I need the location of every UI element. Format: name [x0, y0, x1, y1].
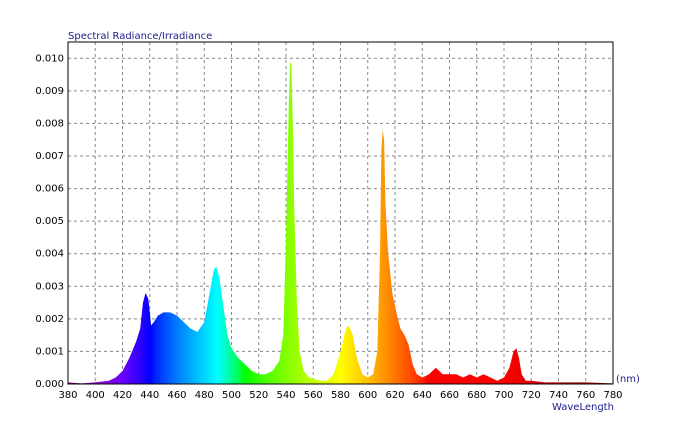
y-tick-label: 0.003 [35, 281, 64, 292]
x-unit: (nm) [616, 374, 640, 385]
x-tick-label: 600 [358, 390, 377, 401]
y-tick-label: 0.009 [35, 86, 64, 97]
x-tick-label: 760 [576, 390, 595, 401]
x-tick-label: 460 [167, 390, 186, 401]
y-tick-label: 0.008 [35, 118, 64, 129]
y-tick-label: 0.006 [35, 184, 64, 195]
x-tick-label: 660 [440, 390, 459, 401]
x-tick-label: 640 [413, 390, 432, 401]
plot-frame [67, 41, 614, 385]
x-tick-label: 620 [385, 390, 404, 401]
y-tick-label: 0.005 [35, 216, 64, 227]
y-tick-label: 0.002 [35, 314, 64, 325]
x-tick-label: 520 [249, 390, 268, 401]
x-tick-label: 380 [58, 390, 77, 401]
x-tick-label: 720 [522, 390, 541, 401]
y-tick-label: 0.010 [35, 53, 64, 64]
y-tick-label: 0.000 [35, 379, 64, 390]
x-tick-label: 420 [113, 390, 132, 401]
x-tick-label: 560 [304, 390, 323, 401]
x-tick-label: 540 [276, 390, 295, 401]
x-tick-label: 780 [603, 390, 622, 401]
y-tick-label: 0.001 [35, 346, 64, 357]
x-tick-label: 740 [549, 390, 568, 401]
x-tick-label: 680 [467, 390, 486, 401]
x-axis-label: WaveLength [552, 402, 614, 413]
y-tick-label: 0.007 [35, 151, 64, 162]
y-tick-label: 0.004 [35, 249, 64, 260]
x-tick-label: 400 [86, 390, 105, 401]
x-tick-label: 480 [195, 390, 214, 401]
x-tick-label: 700 [494, 390, 513, 401]
x-tick-label: 500 [222, 390, 241, 401]
chart-title: Spectral Radiance/Irradiance [68, 31, 212, 42]
x-tick-label: 440 [140, 390, 159, 401]
x-tick-label: 580 [331, 390, 350, 401]
